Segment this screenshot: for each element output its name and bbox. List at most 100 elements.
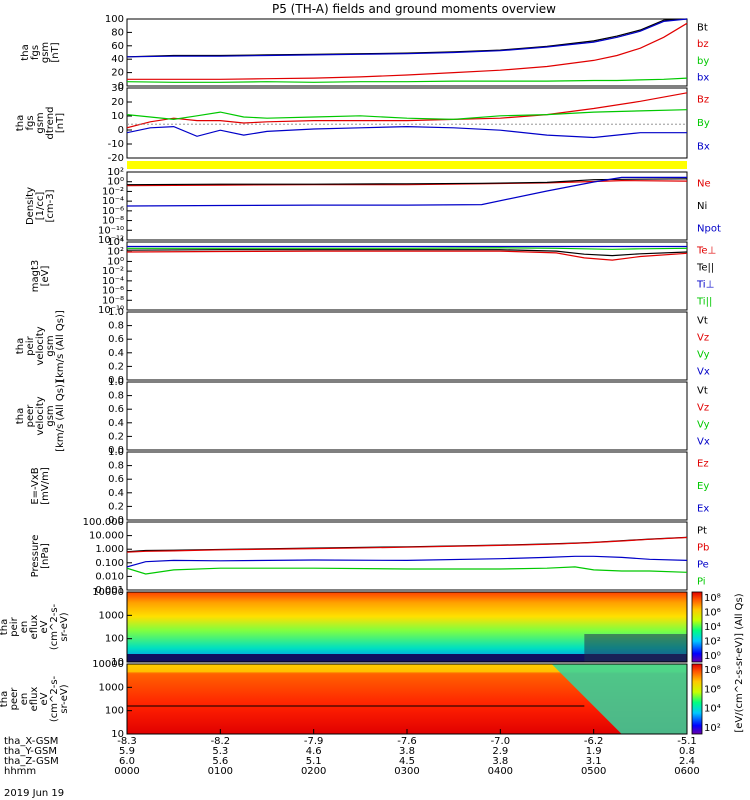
y-tick-label: 10² (107, 167, 124, 178)
ephemeris-value: 5.1 (306, 756, 322, 767)
y-tick-label: 0 (118, 81, 124, 92)
y-tick-label: 0.6 (108, 404, 124, 415)
series-line-Te⊥ (126, 250, 688, 261)
y-axis-label-line: [nT] (50, 42, 61, 62)
legend-bx: bx (697, 73, 709, 84)
y-tick-label: 1.0 (108, 377, 124, 388)
y-axis-label-line: Density (25, 187, 36, 225)
low-energy-band (127, 654, 687, 662)
colorbar-tick-label: 10⁰ (704, 651, 721, 662)
y-tick-label: 10⁻⁸ (102, 216, 124, 227)
series-line-Bz (126, 92, 688, 129)
y-tick-label: 10.000 (89, 531, 124, 542)
colorbar-tick-label: 10² (704, 723, 721, 734)
noise-patch (584, 634, 687, 662)
ephemeris-value: -6.2 (584, 736, 604, 747)
colorbar-tick-label: 10⁸ (704, 665, 721, 676)
y-axis-label-line: peir (9, 616, 20, 636)
colorbar-tick-label: 10² (704, 637, 721, 648)
ephemeris-value: 0400 (488, 766, 513, 777)
panel-pressure: 100.000 10.000 1.000 0.100 0.010 0.001 Pressur… (30, 517, 709, 596)
y-tick-label: 10⁻⁴ (102, 196, 124, 207)
legend-Pt: Pt (697, 526, 707, 537)
legend-Bt: Bt (697, 22, 708, 33)
y-tick-label: 10 (111, 111, 124, 122)
legend-Pi: Pi (697, 577, 706, 588)
y-tick-label: 10⁴ (107, 237, 124, 248)
y-axis-label: Density [1/cc] [cm-3] (25, 187, 56, 225)
ephemeris-value: 0300 (394, 766, 419, 777)
y-axis-label-line: E=-VxB (30, 467, 41, 504)
series-line-Pe (126, 555, 688, 568)
legend-Ne: Ne (697, 178, 711, 189)
y-tick-label: 10⁻⁴ (102, 276, 124, 287)
colorbar-label: [eV/(cm^2-s-sr-eV)] (All Qs) (734, 593, 745, 732)
panel-frame (126, 311, 688, 381)
y-axis-label: tha peir velocity gsm [km/s (All Qs)] (15, 310, 66, 382)
legend-Vt: Vt (697, 316, 708, 327)
y-tick-label: 10⁻⁸ (102, 295, 124, 306)
y-tick-label: 10⁻¹⁰ (98, 225, 124, 236)
ephemeris-value: -7.6 (397, 736, 417, 747)
dropout-region (551, 664, 687, 734)
ephemeris-row-label: tha_Y-GSM (4, 746, 57, 757)
y-axis-label-line: [nT] (55, 113, 66, 133)
y-tick-label: 10⁻² (102, 266, 124, 277)
ephemeris-value: 2.9 (492, 746, 508, 757)
legend-Te||: Te|| (696, 263, 714, 274)
ephemeris-row-label: tha_Z-GSM (4, 756, 59, 767)
legend-Ex: Ex (697, 504, 709, 515)
y-tick-label: 0.4 (108, 418, 124, 429)
y-axis-label-line: gsm (40, 42, 51, 63)
y-axis-label-line: peer (9, 687, 20, 711)
ephemeris-row-label: hhmm (4, 766, 36, 777)
y-tick-label: 10000 (92, 587, 124, 598)
y-axis-label-line: en (19, 693, 30, 706)
y-tick-label: 0.6 (108, 334, 124, 345)
y-axis-label-line: tha (15, 338, 26, 354)
legend-Vz: Vz (697, 333, 709, 344)
y-axis-label-line: tha (0, 691, 10, 707)
colorbar-label-text: [eV/(cm^2-s-sr-eV)] (All Qs) (734, 593, 745, 732)
colorbar (691, 663, 703, 735)
y-tick-label: 80 (111, 27, 124, 38)
y-axis-label-line: [nPa] (40, 543, 51, 569)
colorbar-tick-label: 10⁶ (704, 684, 721, 695)
y-tick-label: 10⁻⁶ (102, 286, 124, 297)
y-axis-label: tha peir en eflux eV (cm^2-s-sr-eV) (0, 603, 70, 650)
y-tick-label: 100.000 (83, 517, 124, 528)
y-tick-label: 30 (111, 83, 124, 94)
y-axis-label-line: [mV/m] (40, 467, 51, 505)
panel-frame (126, 241, 688, 311)
y-axis-label-line: fgs (30, 45, 41, 60)
y-axis-label-line: [km/s (All Qs)] (55, 310, 66, 382)
ephemeris-value: 2.4 (679, 756, 695, 767)
x-axis-ephemeris: tha_X-GSM -8.3 -8.2 -7.9 -7.6 -7.0 -6.2 -5.1 tha… (4, 729, 700, 777)
panel-frame (126, 591, 688, 663)
panel-frame (126, 451, 688, 521)
y-axis-label-line: velocity (35, 396, 46, 435)
y-axis-label: tha fgs gsm [nT] (20, 42, 61, 63)
date-label: 2019 Jun 19 (4, 788, 64, 799)
y-axis-label-line: [1/cc] (35, 192, 46, 221)
legend-Ey: Ey (697, 481, 709, 492)
legend-Vt: Vt (697, 386, 708, 397)
series-line-Te|| (126, 249, 688, 257)
ephemeris-value: 5.6 (212, 756, 228, 767)
ephemeris-value: 5.9 (119, 746, 135, 757)
y-tick-label: -10 (108, 139, 124, 150)
panel-frame (126, 521, 688, 591)
colorbar-tick-label: 10⁴ (704, 704, 721, 715)
legend-Ez: Ez (697, 458, 709, 469)
legend-Vy: Vy (697, 350, 710, 361)
y-tick-label: 0.6 (108, 474, 124, 485)
y-axis-label-line: peer (25, 404, 36, 428)
legend-Vy: Vy (697, 420, 710, 431)
y-tick-label: -20 (108, 153, 124, 164)
ephemeris-value: 1.9 (586, 746, 602, 757)
y-tick-label: 0.2 (108, 361, 124, 372)
ephemeris-value: 0.8 (679, 746, 695, 757)
y-axis-label-line: tha (20, 44, 31, 60)
